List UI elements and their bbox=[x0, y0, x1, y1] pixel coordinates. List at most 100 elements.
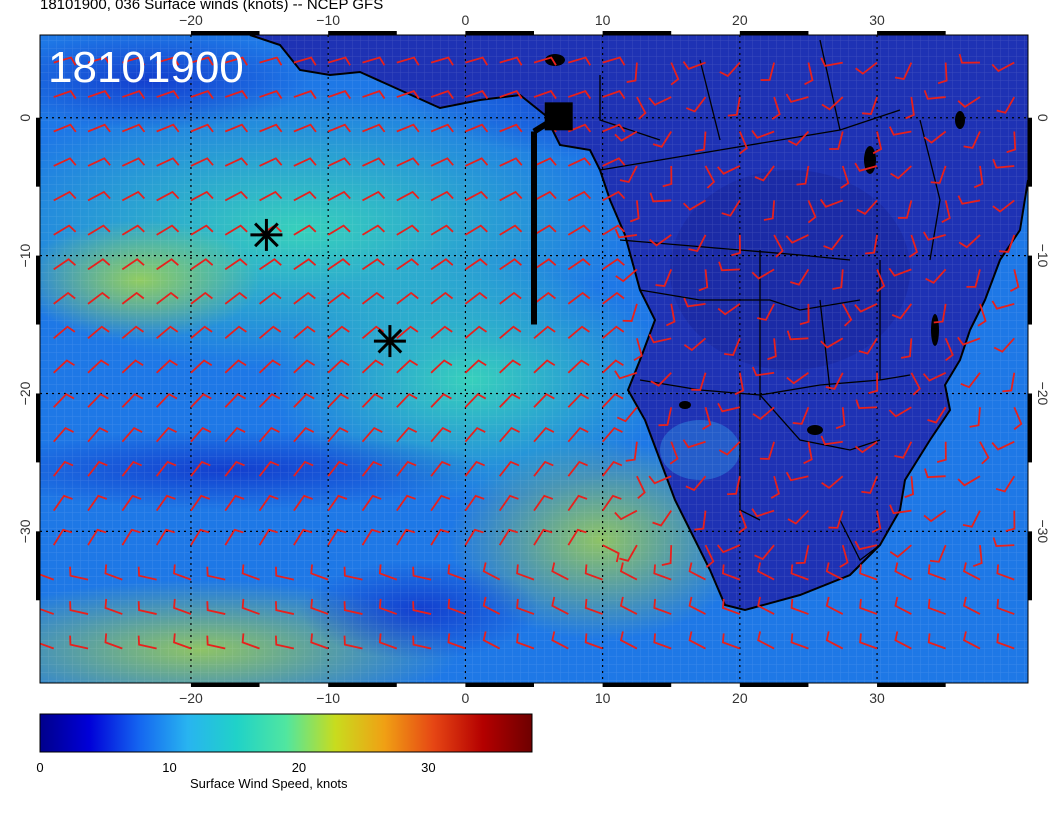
wind-barb bbox=[825, 631, 844, 650]
wind-barb bbox=[825, 596, 844, 615]
wind-barb bbox=[991, 440, 1015, 451]
wind-barb bbox=[698, 269, 709, 292]
colorbar-label: Surface Wind Speed, knots bbox=[190, 776, 348, 791]
wind-barb bbox=[858, 337, 878, 355]
wind-barb bbox=[258, 426, 280, 443]
wind-barb bbox=[155, 460, 177, 477]
wind-barb bbox=[854, 162, 878, 172]
wind-barb bbox=[343, 566, 363, 581]
wind-barb bbox=[430, 190, 454, 202]
wind-barb bbox=[156, 325, 179, 340]
wind-barb bbox=[739, 131, 748, 155]
wind-barb bbox=[396, 325, 419, 340]
wind-barb bbox=[958, 234, 981, 249]
wind-barb bbox=[962, 510, 981, 528]
wind-barb bbox=[900, 338, 913, 359]
wind-barb bbox=[396, 291, 419, 305]
wind-barb bbox=[828, 510, 844, 529]
frame-bar-left bbox=[36, 531, 40, 601]
frame-bar-bottom bbox=[739, 683, 809, 687]
wind-barb bbox=[87, 224, 111, 236]
lon-tick-label-bottom: 20 bbox=[732, 690, 748, 706]
wind-barb bbox=[567, 393, 590, 408]
wind-barb bbox=[799, 303, 810, 326]
wind-barb bbox=[121, 291, 145, 305]
wind-barb bbox=[293, 258, 317, 271]
lon-tick-label-top: −20 bbox=[179, 12, 203, 28]
wind-barb bbox=[464, 393, 487, 408]
date-overlay-label: 18101900 bbox=[48, 43, 244, 92]
wind-barb bbox=[121, 426, 143, 443]
frame-bar-top bbox=[602, 31, 672, 35]
wind-barb bbox=[224, 393, 247, 408]
wind-barb bbox=[87, 359, 110, 374]
lat-tick-label-left: −10 bbox=[17, 244, 33, 268]
wind-barb bbox=[533, 291, 557, 305]
wind-barb bbox=[894, 562, 912, 581]
wind-barb bbox=[616, 406, 638, 423]
wind-barb bbox=[190, 426, 212, 443]
wind-barb bbox=[694, 510, 707, 531]
frame-bar-left bbox=[36, 117, 40, 187]
wind-barb bbox=[601, 393, 624, 408]
wind-barb bbox=[669, 441, 679, 465]
wind-barb bbox=[922, 231, 946, 241]
wind-barb bbox=[930, 165, 947, 184]
wind-barb bbox=[87, 258, 111, 271]
wind-barb bbox=[648, 333, 672, 344]
wind-barb bbox=[259, 157, 283, 167]
wind-barb bbox=[464, 426, 486, 443]
wind-barb bbox=[87, 325, 110, 340]
wind-barb bbox=[648, 475, 672, 485]
wind-barb bbox=[361, 460, 383, 477]
wind-barb bbox=[752, 406, 775, 421]
wind-barb bbox=[53, 157, 77, 167]
wind-barb bbox=[156, 123, 180, 133]
wind-barb bbox=[53, 291, 76, 305]
wind-barb bbox=[293, 325, 316, 340]
wind-barb bbox=[224, 494, 245, 512]
wind-barb bbox=[40, 608, 55, 615]
wind-barb bbox=[738, 510, 748, 534]
wind-barb bbox=[499, 393, 521, 408]
lat-tick-label-left: 0 bbox=[17, 114, 33, 122]
wind-barb bbox=[87, 291, 111, 305]
wind-barb bbox=[650, 372, 672, 387]
wind-barb bbox=[224, 460, 245, 477]
wind-barb bbox=[821, 96, 844, 111]
wind-barb bbox=[190, 528, 210, 546]
wind-barb bbox=[396, 90, 420, 100]
wind-barb bbox=[601, 460, 623, 477]
wind-barb bbox=[69, 635, 89, 650]
wind-barb bbox=[854, 303, 878, 313]
colorbar-tick-label: 10 bbox=[162, 760, 177, 775]
wind-barb bbox=[516, 598, 535, 615]
wind-barb bbox=[727, 476, 741, 496]
wind-barb bbox=[378, 633, 398, 650]
wind-barb bbox=[754, 544, 775, 561]
wind-barb bbox=[533, 90, 557, 100]
frame-bar-bottom bbox=[602, 683, 672, 687]
wind-barb bbox=[533, 359, 556, 374]
wind-barb bbox=[957, 336, 981, 346]
page-title: 18101900, 036 Surface winds (knots) -- N… bbox=[40, 0, 384, 13]
wind-barb bbox=[721, 564, 741, 581]
wind-barb bbox=[567, 460, 588, 477]
lat-tick-label-right: −30 bbox=[1035, 519, 1051, 543]
wind-barb bbox=[894, 596, 912, 615]
wind-barb bbox=[533, 258, 557, 271]
wind-barb bbox=[156, 190, 180, 202]
wind-barb bbox=[258, 460, 280, 477]
frame-bar-top bbox=[328, 31, 397, 35]
wind-barb bbox=[957, 195, 981, 205]
wind-barb bbox=[327, 494, 348, 512]
wind-barb bbox=[688, 631, 706, 650]
wind-barb bbox=[190, 359, 213, 374]
wind-barb bbox=[790, 598, 809, 615]
wind-barb bbox=[937, 62, 948, 85]
wind-barb bbox=[889, 544, 912, 558]
wind-barb bbox=[991, 61, 1015, 73]
wind-barb bbox=[839, 544, 849, 568]
wind-barb bbox=[757, 562, 775, 581]
wind-barb bbox=[533, 157, 557, 167]
